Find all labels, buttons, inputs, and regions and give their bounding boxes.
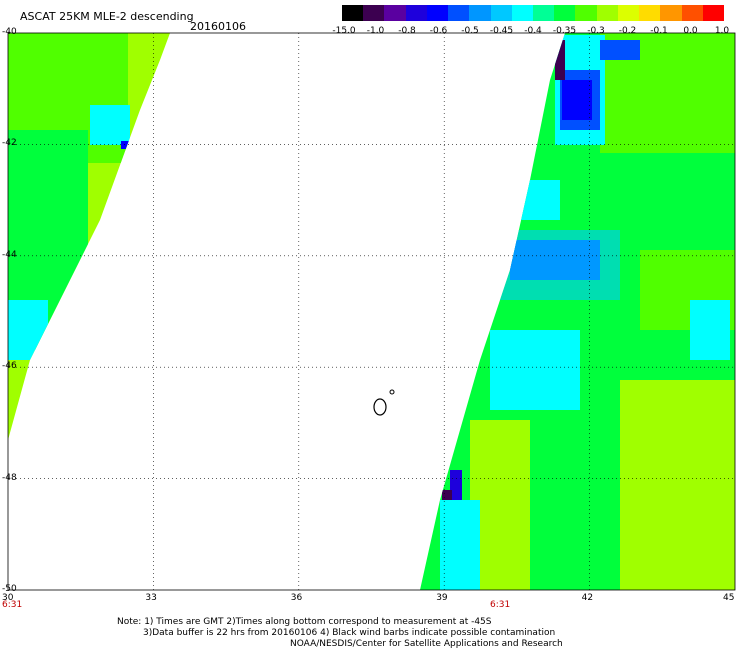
colorbar-swatch <box>596 5 618 21</box>
colorbar-swatch <box>639 5 661 21</box>
note-line-3: NOAA/NESDIS/Center for Satellite Applica… <box>290 639 563 649</box>
colorbar-label: -0.2 <box>618 26 637 36</box>
colorbar-swatch <box>384 5 406 21</box>
map-date: 20160106 <box>190 20 246 33</box>
colorbar-label: -0.3 <box>587 26 605 36</box>
latitude-label: -44 <box>2 249 17 260</box>
latitude-label: -46 <box>2 361 17 372</box>
colorbar-swatch <box>681 5 703 21</box>
colorbar-swatch <box>448 5 470 21</box>
longitude-label: 36 <box>290 593 303 603</box>
colorbar-swatch <box>405 5 427 21</box>
swath-right <box>420 33 735 590</box>
colorbar-label: -0.4 <box>524 26 542 36</box>
colorbar-swatch <box>490 5 512 21</box>
colorbar-swatch <box>575 5 597 21</box>
colorbar-swatch <box>532 5 555 21</box>
colorbar-swatch <box>511 5 533 21</box>
longitude-label: 42 <box>581 593 594 603</box>
latitude-label: -42 <box>2 138 17 149</box>
colorbar-swatch <box>469 5 491 21</box>
colorbar-swatch <box>660 5 682 21</box>
time-label-left: 6:31 <box>2 600 23 610</box>
colorbar-swatch <box>702 5 724 21</box>
latitude-label: -50 <box>2 584 17 594</box>
lat-lon-grid <box>8 33 735 590</box>
swath-left <box>8 33 170 440</box>
colorbar-label: 1.0 <box>714 26 730 36</box>
colorbar-label: -0.8 <box>398 26 416 36</box>
colorbar-label: -1.0 <box>366 26 385 36</box>
colorbar-label: -0.5 <box>461 26 479 36</box>
colorbar-swatch <box>363 5 385 21</box>
latitude-label: -40 <box>2 27 17 37</box>
colorbar-swatch <box>554 5 576 21</box>
colorbar-label: -0.35 <box>552 26 577 36</box>
colorbar-swatch <box>617 5 640 21</box>
colorbar-label: -0.1 <box>650 26 668 36</box>
latitude-label: -48 <box>2 472 17 483</box>
colorbar-label: -0.6 <box>429 26 448 36</box>
longitude-label: 33 <box>145 593 157 603</box>
longitude-label: 45 <box>723 593 735 603</box>
colorbar-label: -0.45 <box>489 26 514 36</box>
colorbar <box>342 5 724 21</box>
map-frame <box>7 32 736 591</box>
map-title: ASCAT 25KM MLE-2 descending <box>20 10 194 23</box>
colorbar-swatch <box>342 5 364 21</box>
colorbar-swatch <box>426 5 449 21</box>
colorbar-label: -15.0 <box>332 26 356 36</box>
longitude-label: 39 <box>436 593 448 603</box>
island-small <box>389 389 395 395</box>
longitude-label: 30 <box>2 593 14 603</box>
note-line-2: 3)Data buffer is 22 hrs from 20160106 4)… <box>143 628 556 638</box>
colorbar-label: 0.0 <box>683 26 698 36</box>
time-label-right: 6:31 <box>490 600 511 610</box>
island-outline <box>373 398 387 416</box>
note-line-1: Note: 1) Times are GMT 2)Times along bot… <box>117 617 492 627</box>
